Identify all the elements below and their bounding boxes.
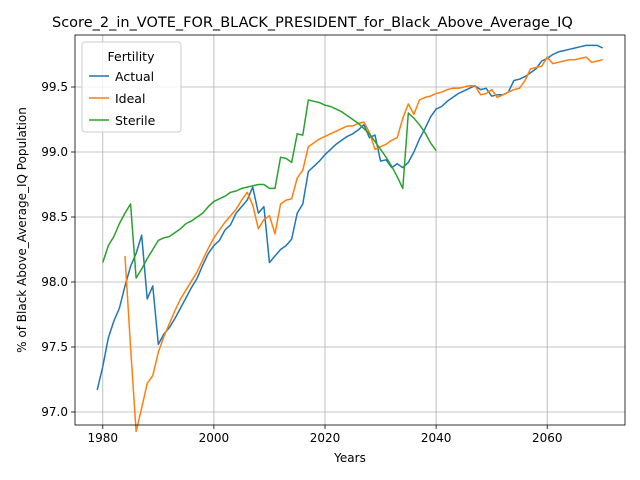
y-tick-label: 98.5 <box>41 210 68 224</box>
grid-lines <box>75 35 625 425</box>
x-tick-label: 2040 <box>421 431 452 445</box>
series-line-ideal <box>124 56 603 433</box>
y-tick-label: 97.5 <box>41 340 68 354</box>
legend-label-actual: Actual <box>115 69 154 84</box>
y-tick-label: 99.5 <box>41 80 68 94</box>
legend-label-ideal: Ideal <box>115 91 145 106</box>
legend: Fertility Actual Ideal Sterile <box>81 41 182 133</box>
x-tick-label: 2000 <box>199 431 230 445</box>
axes-frame <box>74 34 626 426</box>
legend-label-sterile: Sterile <box>115 113 156 128</box>
axis-ticks: 1980 2000 2020 2040 2060 97.0 97.5 98.0 98.5 99.0… <box>41 80 562 445</box>
x-tick-label: 2060 <box>532 431 563 445</box>
series-line-sterile <box>102 99 437 279</box>
y-axis-title: % of Black Above_Average_IQ Population <box>15 107 29 353</box>
y-tick-label: 97.0 <box>41 405 68 419</box>
series-line-actual <box>96 44 604 391</box>
legend-title: Fertility <box>108 49 156 64</box>
y-tick-label: 99.0 <box>41 145 68 159</box>
x-axis-title: Years <box>333 451 366 465</box>
x-tick-label: 2020 <box>310 431 341 445</box>
series-lines <box>96 44 604 433</box>
x-tick-label: 1980 <box>88 431 119 445</box>
chart-title: Score_2_in_VOTE_FOR_BLACK_PRESIDENT_for_… <box>52 15 573 31</box>
legend-box <box>81 41 182 133</box>
y-tick-label: 98.0 <box>41 275 68 289</box>
